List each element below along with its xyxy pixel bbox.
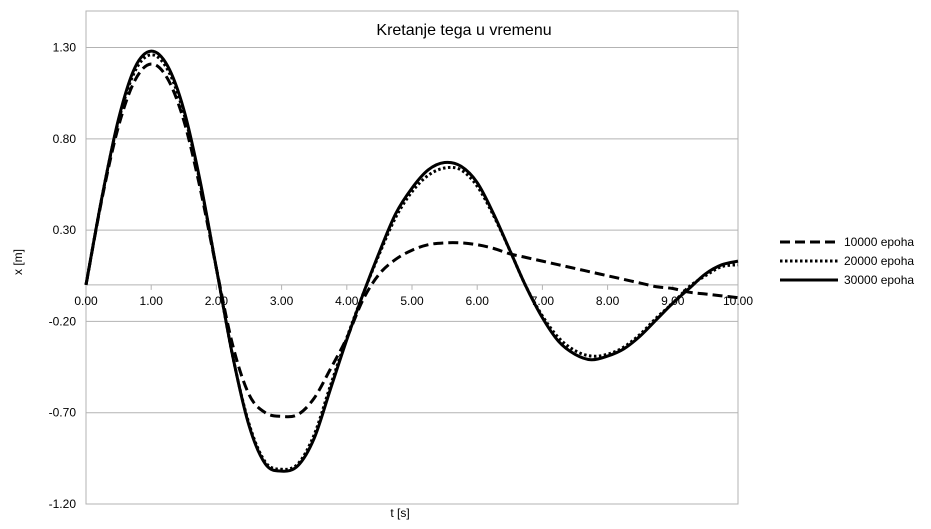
chart-title: Kretanje tega u vremenu — [376, 22, 551, 39]
y-tick-label: 0.30 — [53, 223, 77, 237]
series-line-2 — [84, 53, 739, 471]
axis-layer — [85, 284, 739, 290]
series-layer — [84, 49, 739, 473]
y-axis-label: x [m] — [11, 249, 25, 275]
x-tick-label: 4.00 — [335, 294, 359, 308]
x-axis-label: t [s] — [390, 506, 409, 520]
legend-label-3: 30000 epoha — [844, 273, 914, 287]
x-tick-label: 9.00 — [661, 294, 685, 308]
legend-label-2: 20000 epoha — [844, 254, 914, 268]
x-tick-label: 6.00 — [466, 294, 490, 308]
y-tick-label: 1.30 — [53, 41, 77, 55]
y-tick-label: -0.70 — [49, 406, 77, 420]
series-line-1 — [84, 62, 739, 419]
x-tick-label: 7.00 — [531, 294, 555, 308]
y-tick-label: -1.20 — [49, 497, 77, 511]
x-tick-label: 0.00 — [74, 294, 98, 308]
x-tick-label: 3.00 — [270, 294, 294, 308]
plot-area — [85, 10, 739, 505]
tick-labels: 1.30 0.80 0.30 -0.20 -0.70 -1.20 0.00 1.00 2.00 3… — [49, 41, 754, 511]
series-line-3 — [84, 49, 739, 473]
legend: 10000 epoha 20000 epoha 30000 epoha — [780, 235, 914, 287]
y-tick-label: -0.20 — [49, 314, 77, 328]
legend-label-1: 10000 epoha — [844, 235, 914, 249]
x-tick-label: 2.00 — [205, 294, 229, 308]
x-tick-label: 8.00 — [596, 294, 620, 308]
x-tick-label: 10.00 — [723, 294, 753, 308]
x-tick-label: 1.00 — [140, 294, 164, 308]
x-tick-label: 5.00 — [400, 294, 424, 308]
y-tick-label: 0.80 — [53, 132, 77, 146]
